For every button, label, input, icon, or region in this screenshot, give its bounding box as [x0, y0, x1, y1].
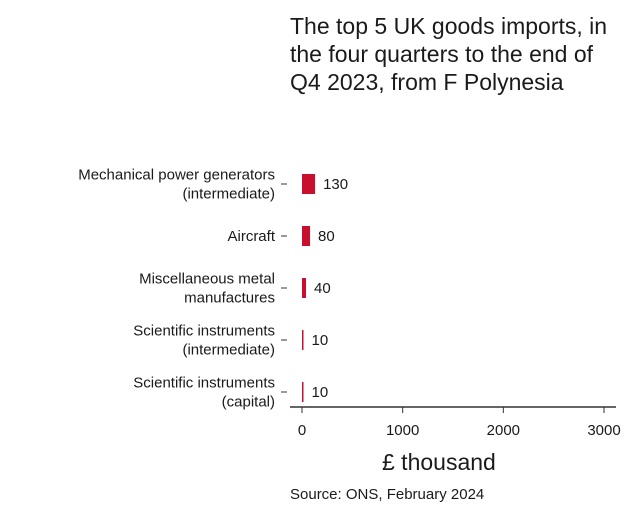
data-label: 10: [312, 384, 329, 401]
bars: [302, 174, 316, 402]
category-label: Scientific instruments: [133, 375, 275, 392]
bar: [302, 278, 307, 298]
category-label: (capital): [222, 394, 275, 411]
chart-title: The top 5 UK goods imports, in the four …: [290, 13, 608, 95]
category-label: (intermediate): [182, 186, 275, 203]
category-labels: Mechanical power generators (intermediate…: [78, 167, 287, 411]
data-label: 40: [314, 280, 331, 297]
source-note: Source: ONS, February 2024: [290, 486, 485, 503]
x-axis-title: £ thousand: [382, 449, 496, 475]
category-label: (intermediate): [182, 342, 275, 359]
x-axis: 0 1000 2000 3000: [290, 406, 621, 439]
data-labels: 130 80 40 10 10: [312, 176, 349, 401]
data-label: 130: [323, 176, 348, 193]
category-label: Aircraft: [227, 228, 275, 245]
bar: [302, 226, 311, 246]
bar: [302, 330, 304, 350]
data-label: 80: [318, 228, 335, 245]
category-label: manufactures: [184, 290, 275, 307]
category-label: Miscellaneous metal: [139, 271, 275, 288]
x-tick-label: 1000: [386, 422, 419, 439]
x-tick-label: 3000: [587, 422, 620, 439]
x-tick-label: 0: [298, 422, 306, 439]
bar: [302, 382, 304, 402]
x-tick-label: 2000: [487, 422, 520, 439]
bar: [302, 174, 316, 194]
data-label: 10: [312, 332, 329, 349]
category-label: Mechanical power generators: [78, 167, 275, 184]
category-label: Scientific instruments: [133, 323, 275, 340]
